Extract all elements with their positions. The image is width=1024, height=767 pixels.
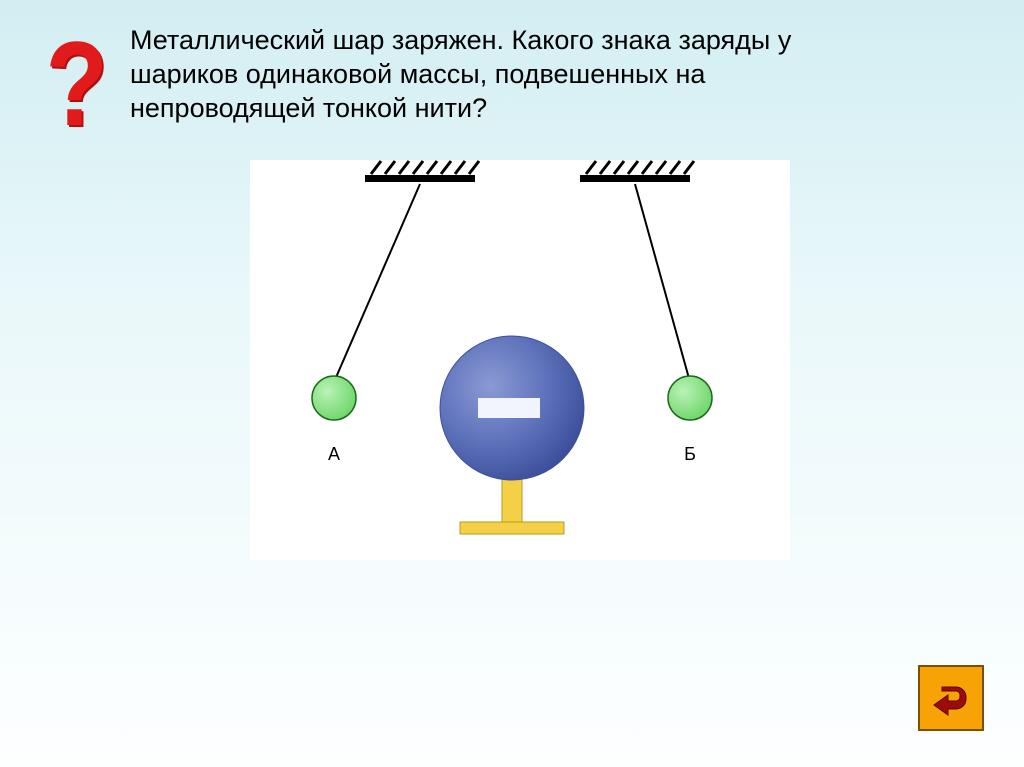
u-turn-arrow-icon xyxy=(928,675,974,721)
svg-text:А: А xyxy=(328,444,340,464)
diagram-svg: АБ xyxy=(250,160,790,560)
back-button[interactable] xyxy=(918,665,984,731)
svg-text:Б: Б xyxy=(684,444,696,464)
question-text: Металлический шар заряжен. Какого знака … xyxy=(130,24,890,125)
question-mark-icon: ? xyxy=(45,24,107,144)
physics-diagram: АБ xyxy=(250,160,790,560)
slide: ? Металлический шар заряжен. Какого знак… xyxy=(0,0,1024,767)
